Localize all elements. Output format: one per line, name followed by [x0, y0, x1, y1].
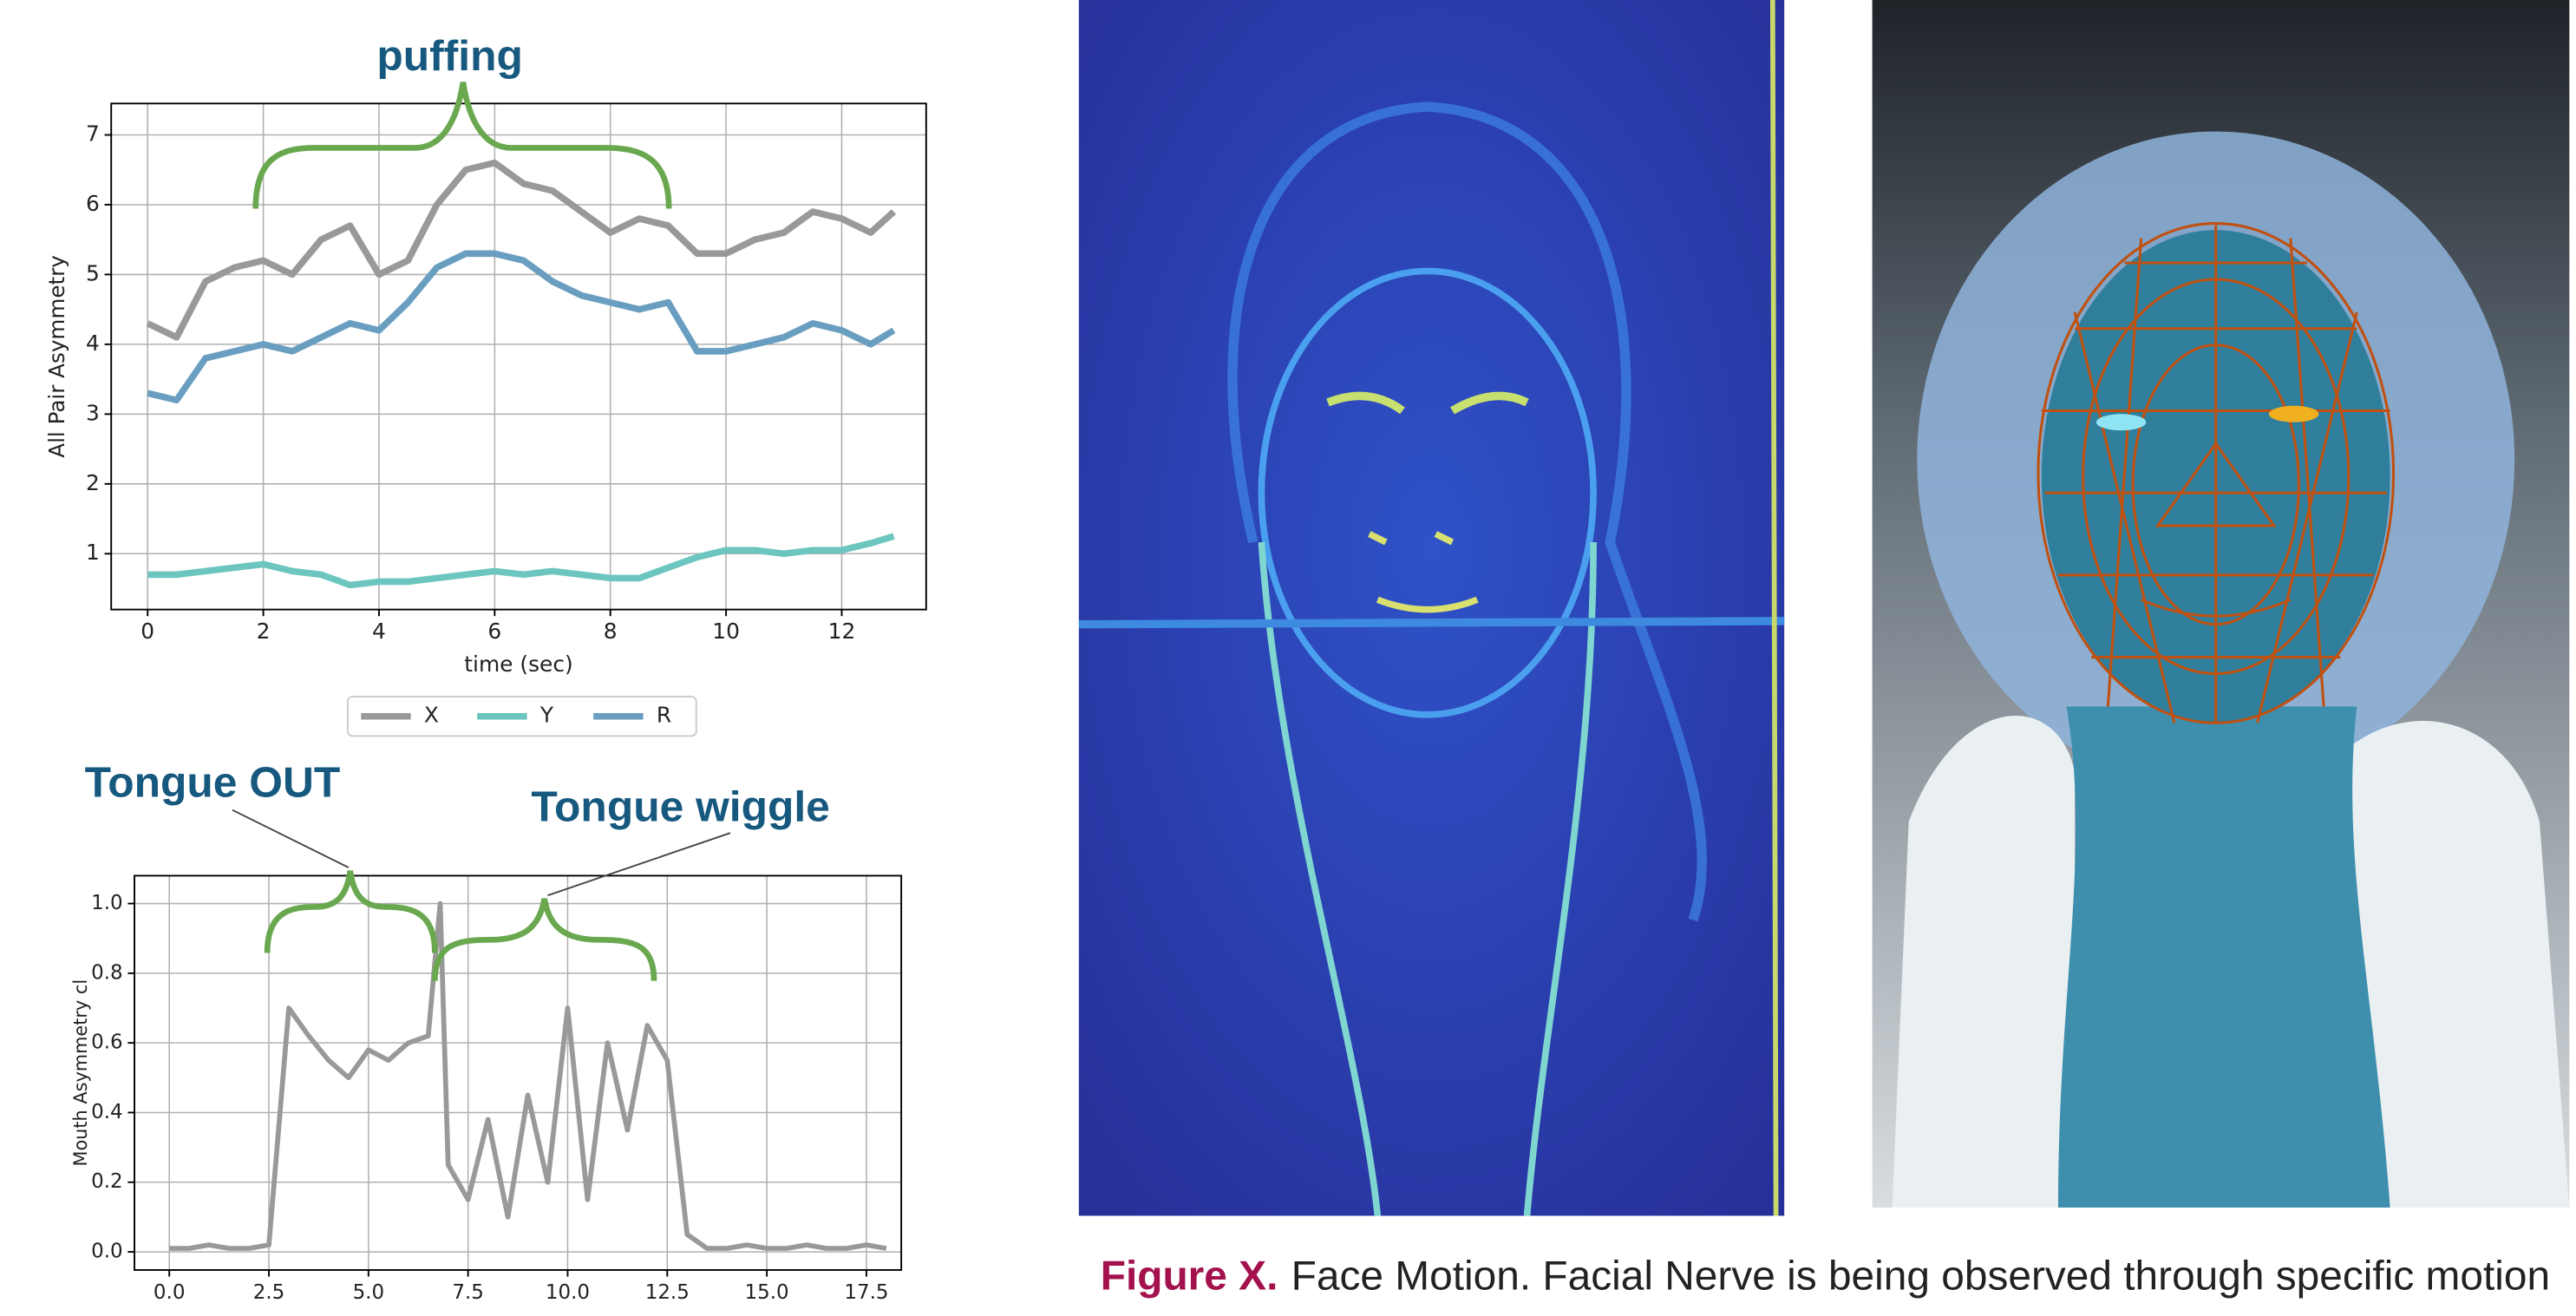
y-tick-label: 3 [86, 400, 100, 425]
caption-text: Face Motion. Facial Nerve is being obser… [1291, 1253, 2550, 1299]
y-axis-label: All Pair Asymmetry [44, 255, 69, 458]
figure: 0246810121234567time (sec)All Pair Asymm… [0, 0, 2576, 1316]
x-tick-label: 10.0 [546, 1281, 590, 1304]
x-tick-label: 8 [604, 619, 618, 644]
x-tick-label: 6 [487, 619, 501, 644]
y-tick-label: 5 [86, 261, 100, 286]
page: {"chart_data": [ {"type": "line", "xlabe… [0, 0, 2576, 1316]
y-tick-label: 7 [86, 121, 100, 147]
y-tick-label: 0.4 [91, 1101, 123, 1123]
x-tick-label: 2 [257, 619, 271, 644]
y-tick-label: 0.8 [91, 961, 123, 984]
x-tick-label: 2.5 [253, 1281, 285, 1304]
y-tick-label: 1.0 [91, 892, 123, 914]
legend-label: X [424, 703, 439, 728]
y-axis-label: Mouth Asymmetry cl [70, 979, 91, 1167]
x-tick-label: 4 [372, 619, 386, 644]
y-tick-label: 6 [86, 191, 100, 216]
caption: Figure X. Face Motion. Facial Nerve is be… [1101, 1253, 2550, 1299]
x-tick-label: 5.0 [353, 1281, 385, 1304]
y-tick-label: 4 [86, 331, 100, 356]
x-tick-label: 12.5 [645, 1281, 690, 1304]
edge-image [1079, 0, 1784, 1215]
annotation: Tongue OUT [85, 759, 341, 807]
x-tick-label: 12 [828, 619, 856, 644]
annotation: puffing [376, 32, 522, 80]
x-axis-label: time (sec) [464, 651, 572, 677]
y-tick-label: 0.0 [91, 1241, 123, 1263]
y-tick-label: 1 [86, 540, 100, 565]
legend-label: R [657, 703, 671, 728]
caption-label: Figure X. [1101, 1253, 1278, 1299]
x-tick-label: 17.5 [844, 1281, 888, 1304]
x-tick-label: 0.0 [154, 1281, 186, 1304]
annotation: Tongue wiggle [531, 783, 829, 831]
y-tick-label: 0.2 [91, 1170, 123, 1193]
legend-label: Y [539, 703, 554, 728]
y-tick-label: 2 [86, 470, 100, 495]
x-tick-label: 0 [141, 619, 154, 644]
x-tick-label: 15.0 [745, 1281, 789, 1304]
x-tick-label: 7.5 [452, 1281, 484, 1304]
arrow [232, 810, 349, 868]
x-tick-label: 10 [712, 619, 740, 644]
mesh-image [1873, 0, 2570, 1208]
y-tick-label: 0.6 [91, 1031, 123, 1054]
